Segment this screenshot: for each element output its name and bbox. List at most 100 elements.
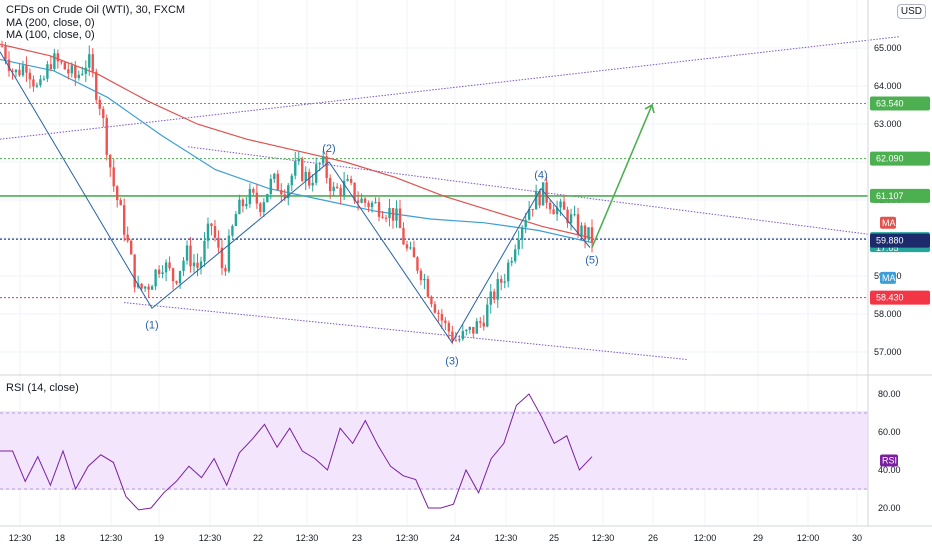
candle-body	[14, 69, 18, 73]
time-axis[interactable]: 12:30 18 12:30 19 12:30 22 12:30 23 12:30 24 12:30…	[9, 533, 862, 543]
price-tick-label: 64.000	[874, 81, 902, 91]
candle-body	[559, 201, 562, 208]
candle-body	[346, 178, 349, 181]
candle-body	[53, 53, 56, 69]
ma100-line	[0, 58, 593, 244]
candle-body	[241, 199, 245, 207]
price-tag-text-58.430: 58.430	[876, 293, 904, 303]
candle-body	[367, 202, 370, 208]
candle-body	[555, 207, 559, 215]
candle-body	[206, 223, 210, 241]
candle-body	[42, 78, 46, 80]
candle-body	[67, 69, 70, 74]
candle-body	[217, 237, 220, 248]
candle-body	[398, 208, 402, 229]
candle-body	[262, 202, 266, 213]
candle-body	[465, 329, 468, 332]
time-tick-label: 29	[753, 533, 763, 543]
candle-body	[440, 314, 444, 321]
candle-body	[213, 226, 217, 238]
candle-body	[356, 200, 360, 203]
candle-body	[458, 339, 461, 341]
ma200-legend[interactable]: MA (200, close, 0)	[6, 17, 95, 29]
ma100-legend[interactable]: MA (100, close, 0)	[6, 29, 95, 41]
candle-body	[164, 262, 168, 273]
price-tag-text-63.540: 63.540	[876, 98, 904, 108]
candle-body	[95, 71, 98, 100]
time-tick-label: 25	[549, 533, 559, 543]
projection-arrowhead	[644, 103, 655, 114]
candle-body	[520, 227, 524, 240]
rsi-legend[interactable]: RSI (14, close)	[6, 382, 79, 394]
candle-body	[49, 64, 53, 69]
candle-body	[405, 244, 409, 249]
candle-body	[0, 46, 4, 48]
candle-body	[587, 227, 590, 240]
candle-body	[105, 118, 108, 155]
rsi-tag	[880, 454, 898, 467]
candle-body	[245, 204, 248, 207]
price-tag-59.880	[870, 233, 930, 248]
price-tick-label: 63.000	[874, 119, 902, 129]
candle-body	[112, 167, 115, 187]
candle-body	[133, 254, 136, 288]
candle-body	[224, 268, 227, 272]
candle-body	[566, 209, 569, 224]
time-tick-label: 19	[154, 533, 164, 543]
price-tag-text-62.090: 62.090	[876, 154, 904, 164]
candle-body	[328, 178, 332, 192]
candle-body	[157, 269, 161, 274]
candle-body	[426, 278, 430, 297]
rsi-tick-label: 40.00	[878, 465, 901, 475]
candle-body	[531, 208, 534, 210]
candle-body	[192, 262, 196, 267]
candle-body	[468, 326, 472, 330]
candle-body	[402, 228, 405, 245]
time-tick-label: 30	[852, 533, 862, 543]
candle-body	[360, 198, 363, 203]
candle-body	[109, 154, 112, 168]
candle-body	[447, 322, 451, 332]
time-tick-label: 18	[55, 533, 65, 543]
ma-tag-text: MA	[882, 218, 896, 228]
candle-body	[231, 226, 234, 236]
rsi-line	[0, 393, 868, 511]
candle-body	[335, 186, 339, 189]
candle-body	[381, 216, 384, 218]
wave-label: (4)	[534, 170, 547, 182]
rsi-tick-label: 60.00	[878, 427, 901, 437]
candle-body	[412, 247, 416, 258]
price-tag-62.090	[870, 151, 930, 166]
wave-label: (5)	[585, 255, 598, 267]
candle-body	[552, 209, 555, 215]
candle-body	[185, 245, 189, 261]
candle-body	[527, 208, 531, 220]
candle-body	[60, 61, 63, 63]
chart-title[interactable]: CFDs on Crude Oil (WTI), 30, FXCM	[6, 4, 186, 16]
rsi-path	[0, 393, 593, 511]
candle-body	[517, 239, 520, 250]
candle-body	[35, 85, 39, 87]
candle-body	[384, 217, 388, 219]
candle-body	[507, 262, 510, 282]
time-tick-label: 12:30	[199, 533, 222, 543]
time-tick-label: 12:30	[9, 533, 32, 543]
currency-badge[interactable]: USD	[896, 4, 926, 19]
rsi-band	[0, 411, 868, 490]
candle-body	[423, 278, 426, 281]
candle-body	[220, 247, 224, 269]
ma200-line	[0, 43, 593, 239]
candle-body	[39, 79, 42, 86]
candle-body	[46, 64, 49, 79]
candle-body	[234, 214, 238, 227]
candle-body	[287, 185, 290, 199]
candle-body	[444, 320, 447, 323]
candle-body	[248, 188, 252, 205]
candle-body	[430, 296, 433, 305]
candle-body	[489, 291, 492, 305]
time-tick-label: 12:00	[694, 533, 717, 543]
candle-body	[391, 208, 395, 221]
candle-body	[199, 261, 203, 268]
rsi-axis[interactable]: 80.00 60.00 40.00 20.00	[878, 389, 901, 513]
